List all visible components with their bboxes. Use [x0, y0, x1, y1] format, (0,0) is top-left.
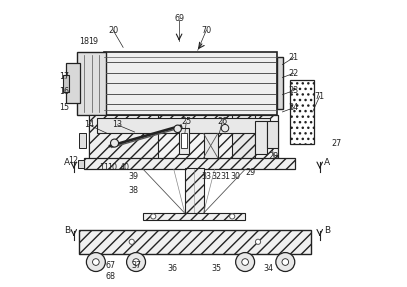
Text: 32: 32 [211, 172, 221, 181]
Bar [63, 75, 69, 92]
Bar [290, 80, 314, 144]
Circle shape [151, 214, 156, 219]
Bar [267, 121, 278, 148]
Text: 40: 40 [120, 163, 129, 172]
Text: 70: 70 [201, 26, 211, 35]
Text: 29: 29 [246, 168, 256, 177]
Text: 15: 15 [59, 103, 70, 112]
Text: 20: 20 [108, 26, 118, 35]
Bar [77, 52, 106, 115]
Text: 71: 71 [315, 92, 325, 101]
Text: 68: 68 [105, 272, 115, 281]
Circle shape [242, 259, 248, 265]
Text: 17: 17 [59, 71, 70, 81]
Text: 26: 26 [217, 117, 227, 127]
Text: 31: 31 [220, 172, 230, 181]
Text: 37: 37 [131, 261, 141, 270]
Bar [185, 168, 204, 215]
Circle shape [133, 259, 139, 265]
Text: 24: 24 [289, 103, 299, 112]
Bar [179, 128, 189, 154]
Text: 35: 35 [211, 264, 221, 273]
Circle shape [129, 239, 134, 244]
Text: 22: 22 [289, 69, 299, 78]
Circle shape [127, 253, 146, 272]
Circle shape [282, 259, 289, 265]
Text: 11: 11 [99, 163, 109, 172]
Text: 12: 12 [68, 156, 78, 165]
Bar [97, 118, 269, 133]
Bar [78, 160, 84, 168]
Text: 16: 16 [59, 87, 70, 96]
Text: 30: 30 [230, 172, 240, 181]
Circle shape [276, 253, 295, 272]
Text: 27: 27 [332, 139, 342, 148]
Text: B: B [64, 226, 70, 235]
Bar [255, 121, 267, 154]
Text: 21: 21 [289, 53, 299, 62]
Text: 67: 67 [105, 261, 115, 270]
Bar [89, 115, 278, 159]
Text: 25: 25 [181, 117, 191, 127]
Bar [277, 57, 283, 109]
Text: A: A [324, 158, 330, 167]
Bar [143, 213, 245, 220]
Bar [105, 52, 277, 115]
Text: 10: 10 [107, 163, 118, 172]
Circle shape [111, 139, 118, 147]
Circle shape [221, 125, 229, 132]
Text: 28: 28 [269, 152, 279, 161]
Circle shape [174, 125, 182, 133]
Circle shape [256, 239, 260, 244]
Text: 19: 19 [88, 37, 98, 46]
Text: B: B [324, 226, 330, 235]
Bar [181, 133, 187, 148]
Text: 38: 38 [128, 186, 138, 195]
Text: 18: 18 [79, 37, 89, 46]
Bar [204, 133, 218, 158]
Text: A: A [64, 158, 70, 167]
Circle shape [236, 253, 255, 272]
Text: 36: 36 [167, 264, 177, 273]
Bar [79, 230, 311, 254]
Text: 69: 69 [174, 14, 184, 23]
Circle shape [230, 214, 235, 219]
Bar [66, 63, 80, 103]
Text: 39: 39 [128, 172, 138, 181]
Circle shape [92, 259, 99, 265]
Text: 14: 14 [84, 120, 94, 129]
Bar [79, 133, 86, 148]
Bar [232, 115, 255, 159]
Circle shape [86, 253, 105, 272]
Text: 34: 34 [263, 264, 273, 273]
Text: 33: 33 [201, 172, 211, 181]
Text: 23: 23 [289, 86, 299, 95]
Text: 13: 13 [112, 120, 123, 129]
Bar [89, 115, 158, 159]
Bar [84, 158, 295, 169]
